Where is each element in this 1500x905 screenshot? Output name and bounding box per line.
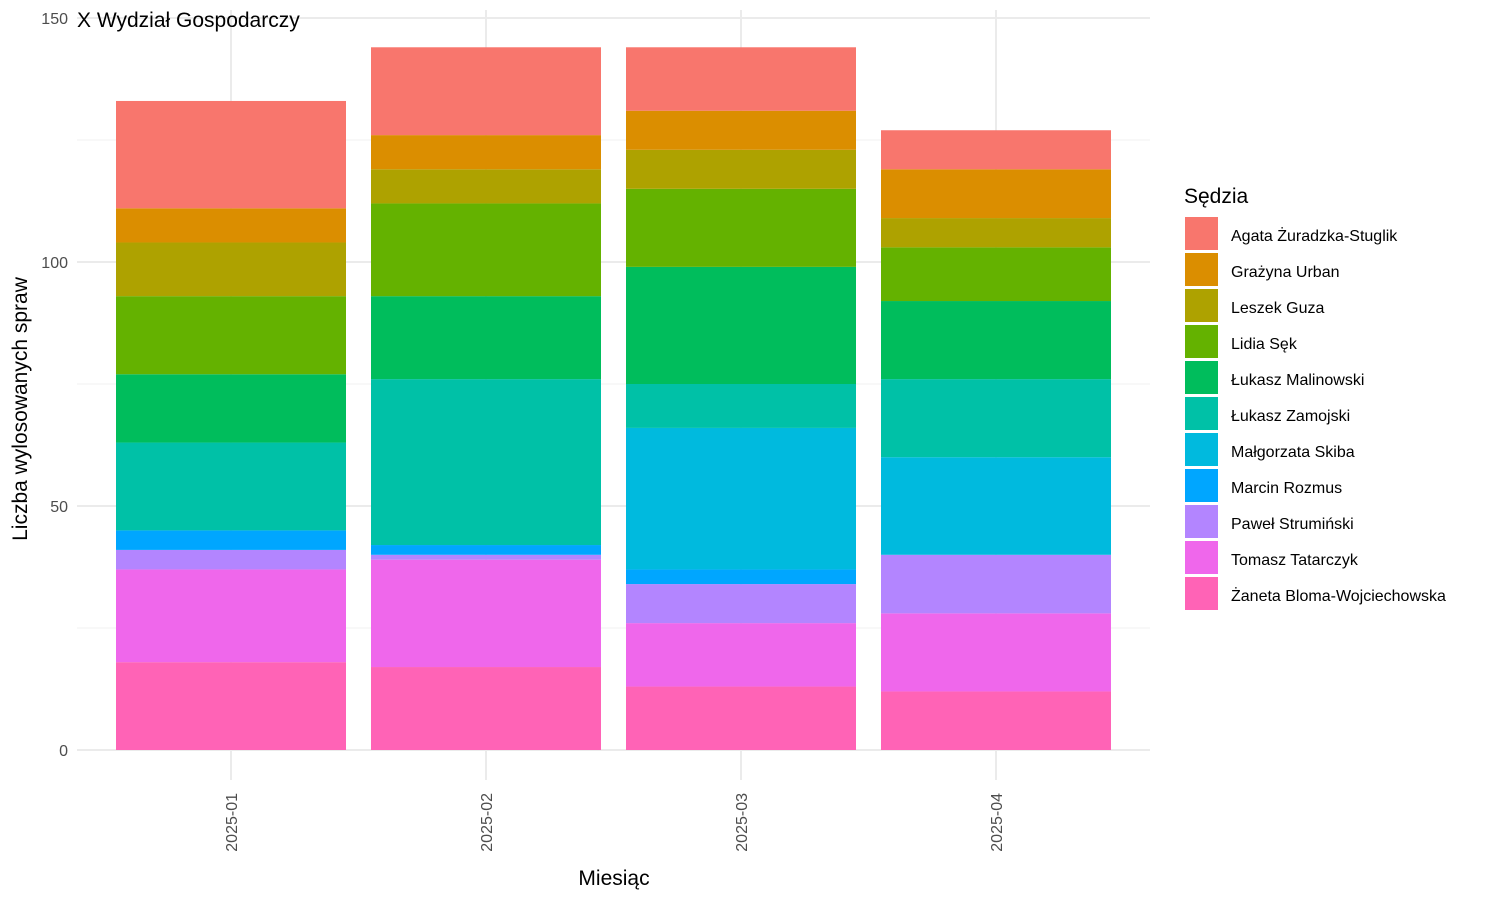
legend: Sędzia Agata Żuradzka-Stuglik Grażyna Urb… <box>1184 185 1446 610</box>
bar-segment <box>626 149 856 189</box>
y-tick-label: 150 <box>41 11 68 28</box>
bar-segment <box>881 301 1111 380</box>
x-tick-label: 2025-02 <box>479 793 496 852</box>
bar-segment <box>881 130 1111 170</box>
bar-segment <box>626 686 856 750</box>
y-tick-label: 0 <box>59 743 68 760</box>
legend-key <box>1185 361 1218 394</box>
legend-label: Lidia Sęk <box>1231 336 1298 353</box>
bar-segment <box>371 169 601 204</box>
bar-segment <box>881 379 1111 458</box>
legend-label: Małgorzata Skiba <box>1231 444 1355 461</box>
bar-segment <box>626 569 856 585</box>
bar-segment <box>371 47 601 136</box>
bar-segment <box>371 135 601 170</box>
legend-key <box>1185 253 1218 286</box>
x-tick-label: 2025-04 <box>989 793 1006 852</box>
legend-key <box>1185 577 1218 610</box>
bar-segment <box>626 47 856 111</box>
legend-label: Żaneta Bloma-Wojciechowska <box>1231 586 1446 605</box>
legend-label: Łukasz Malinowski <box>1231 372 1364 389</box>
bar-segment <box>881 613 1111 692</box>
bar-segment <box>881 247 1111 302</box>
bar-segment <box>116 208 346 243</box>
bar-segment <box>881 169 1111 219</box>
legend-label: Łukasz Zamojski <box>1231 408 1350 425</box>
legend-key <box>1185 469 1218 502</box>
bar-segment <box>371 545 601 555</box>
bar-segment <box>626 266 856 384</box>
legend-label: Paweł Strumiński <box>1231 516 1354 533</box>
legend-title: Sędzia <box>1184 185 1249 208</box>
legend-label: Leszek Guza <box>1231 300 1324 317</box>
x-axis-title: Miesiąc <box>578 867 649 890</box>
y-axis-title: Liczba wylosowanych spraw <box>9 276 32 541</box>
y-tick-label: 100 <box>41 255 68 272</box>
bar-segment <box>371 559 601 668</box>
legend-key <box>1185 397 1218 430</box>
legend-key <box>1185 217 1218 250</box>
bar-segment <box>881 218 1111 248</box>
chart-title: X Wydział Gospodarczy <box>77 9 300 32</box>
bar-segment <box>116 242 346 297</box>
bar-segment <box>881 457 1111 555</box>
axes: 0 50 100 150 2025-01 2025-02 2025-03 2025-04 <box>41 11 1006 852</box>
legend-key <box>1185 325 1218 358</box>
bar-segment <box>881 554 1111 614</box>
bar-segment <box>371 667 601 750</box>
bar-segment <box>116 530 346 550</box>
bar-segment <box>116 296 346 375</box>
bars <box>116 47 1111 750</box>
bar-segment <box>881 691 1111 750</box>
legend-key <box>1185 289 1218 322</box>
legend-key <box>1185 541 1218 574</box>
legend-label: Agata Żuradzka-Stuglik <box>1231 226 1398 245</box>
bar-segment <box>371 203 601 297</box>
bar-segment <box>626 427 856 570</box>
legend-label: Marcin Rozmus <box>1231 480 1342 497</box>
bar-segment <box>116 662 346 750</box>
bar-segment <box>626 623 856 687</box>
bar-segment <box>626 110 856 150</box>
bar-segment <box>626 584 856 624</box>
bar-segment <box>626 384 856 428</box>
bar-segment <box>116 569 346 663</box>
bar-segment <box>116 374 346 443</box>
bar-segment <box>116 549 346 570</box>
bar-segment <box>371 296 601 380</box>
x-tick-label: 2025-01 <box>224 793 241 852</box>
bar-segment <box>371 554 601 560</box>
legend-label: Grażyna Urban <box>1231 264 1340 281</box>
legend-key <box>1185 433 1218 466</box>
bar-segment <box>626 188 856 267</box>
bar-segment <box>116 442 346 531</box>
y-tick-label: 50 <box>50 499 68 516</box>
bar-segment <box>116 100 346 209</box>
legend-key <box>1185 505 1218 538</box>
bar-segment <box>371 379 601 546</box>
x-tick-label: 2025-03 <box>734 793 751 852</box>
legend-label: Tomasz Tatarczyk <box>1231 552 1359 569</box>
